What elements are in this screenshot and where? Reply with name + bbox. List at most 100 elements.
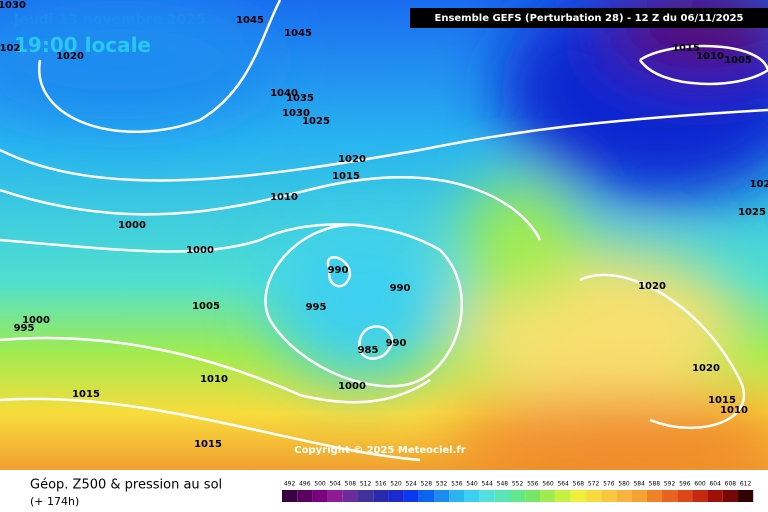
colorbar-label: 548 (497, 481, 509, 488)
colorbar-swatch (631, 490, 647, 502)
isobar-label: 1020 (638, 281, 666, 292)
colorbar-swatch (464, 490, 480, 502)
colorbar-swatch (388, 490, 404, 502)
isobar-label: 1020 (56, 51, 84, 62)
isobar-label: 1010 (200, 374, 228, 385)
colorbar-swatch (525, 490, 541, 502)
isobar-label: 1000 (118, 220, 146, 231)
isobar-label: 1025 (738, 207, 766, 218)
isobar-label: 1015 (72, 389, 100, 400)
isobar-label: 102 (750, 179, 768, 190)
colorbar-label: 588 (649, 481, 661, 488)
isobar-label: 1040 (270, 88, 298, 99)
isobar-label: 1035 (286, 93, 314, 104)
isobar-label: 1025 (302, 116, 330, 127)
colorbar-label: 612 (740, 481, 752, 488)
colorbar-label: 568 (573, 481, 585, 488)
colorbar-swatch (738, 490, 754, 502)
colorbar-label: 540 (466, 481, 478, 488)
colorbar-swatch (722, 490, 738, 502)
colorbar-swatch (692, 490, 708, 502)
isobar-label: 995 (306, 302, 327, 313)
colorbar-swatch (282, 490, 298, 502)
colorbar-label: 592 (664, 481, 676, 488)
colorbar-swatch (510, 490, 526, 502)
colorbar-label: 496 (299, 481, 311, 488)
footer-lead: (+ 174h) (30, 495, 79, 508)
copyright: Copyright © 2025 Meteociel.fr (294, 445, 465, 456)
isobar-label: 1015 (708, 395, 736, 406)
colorbar-swatch (403, 490, 419, 502)
colorbar-label: 516 (375, 481, 387, 488)
colorbar-label: 580 (618, 481, 630, 488)
isobar-label: 1030 (0, 0, 26, 11)
colorbar-swatch (570, 490, 586, 502)
colorbar-label: 504 (329, 481, 341, 488)
colorbar-swatch (555, 490, 571, 502)
isobar-label: 1015 (672, 43, 700, 54)
colorbar-swatch (540, 490, 556, 502)
colorbar-label: 532 (436, 481, 448, 488)
colorbar-label: 604 (709, 481, 721, 488)
colorbar-label: 536 (451, 481, 463, 488)
colorbar-label: 596 (679, 481, 691, 488)
colorbar-label: 556 (527, 481, 539, 488)
colorbar-swatch (616, 490, 632, 502)
isobar-label: 1020 (338, 154, 366, 165)
isobar-label: 102 (0, 43, 20, 54)
colorbar-label: 524 (405, 481, 417, 488)
colorbar-label: 500 (314, 481, 326, 488)
isobar-labels: 1030102102010451045104010351030102510201… (0, 0, 768, 450)
colorbar-swatch (312, 490, 328, 502)
colorbar-swatch (646, 490, 662, 502)
isobar-label: 1020 (692, 363, 720, 374)
isobar-label: 1000 (22, 315, 50, 326)
footer-title: Géop. Z500 & pression au sol (30, 478, 222, 493)
colorbar-swatch (586, 490, 602, 502)
isobar-label: 1030 (282, 108, 310, 119)
colorbar-label: 552 (512, 481, 524, 488)
colorbar-label: 584 (633, 481, 645, 488)
isobar-label: 1045 (284, 28, 312, 39)
colorbar-label: 520 (390, 481, 402, 488)
colorbar-label: 564 (557, 481, 569, 488)
colorbar-swatch (434, 490, 450, 502)
colorbar-swatch (297, 490, 313, 502)
colorbar-swatch (662, 490, 678, 502)
colorbar-swatch (707, 490, 723, 502)
colorbar-label: 528 (421, 481, 433, 488)
colorbar-swatch (601, 490, 617, 502)
colorbar-swatch (342, 490, 358, 502)
colorbar-label: 576 (603, 481, 615, 488)
isobar-label: 1015 (332, 171, 360, 182)
time: 19:00 locale (14, 33, 151, 57)
isobar-label: 1005 (724, 55, 752, 66)
model-title: Ensemble GEFS (Perturbation 28) - 12 Z d… (435, 13, 744, 24)
isobars (0, 0, 768, 460)
isobar-label: 1010 (720, 405, 748, 416)
colorbar-label: 608 (725, 481, 737, 488)
colorbar-label: 508 (345, 481, 357, 488)
isobar-label: 985 (358, 345, 379, 356)
isobar-label: 1045 (236, 15, 264, 26)
colorbar-swatch (418, 490, 434, 502)
colorbar-swatch (327, 490, 343, 502)
colorbar-label: 600 (694, 481, 706, 488)
colorbar: 492 496 500 504 508 512 516 520 524 528 532 536 540 5… (282, 481, 754, 502)
isobar-label: 990 (390, 283, 411, 294)
isobar-label: 1010 (696, 51, 724, 62)
isobar-label: 990 (328, 265, 349, 276)
isobar-label: 1015 (194, 439, 222, 450)
colorbar-swatch (677, 490, 693, 502)
isobar-label: 1005 (192, 301, 220, 312)
isobar-label: 1000 (186, 245, 214, 256)
colorbar-label: 492 (284, 481, 296, 488)
isobar-label: 1010 (270, 192, 298, 203)
colorbar-label: 560 (542, 481, 554, 488)
colorbar-label: 544 (481, 481, 493, 488)
colorbar-swatch (494, 490, 510, 502)
colorbar-label: 512 (360, 481, 372, 488)
colorbar-label: 572 (588, 481, 600, 488)
colorbar-swatch (373, 490, 389, 502)
